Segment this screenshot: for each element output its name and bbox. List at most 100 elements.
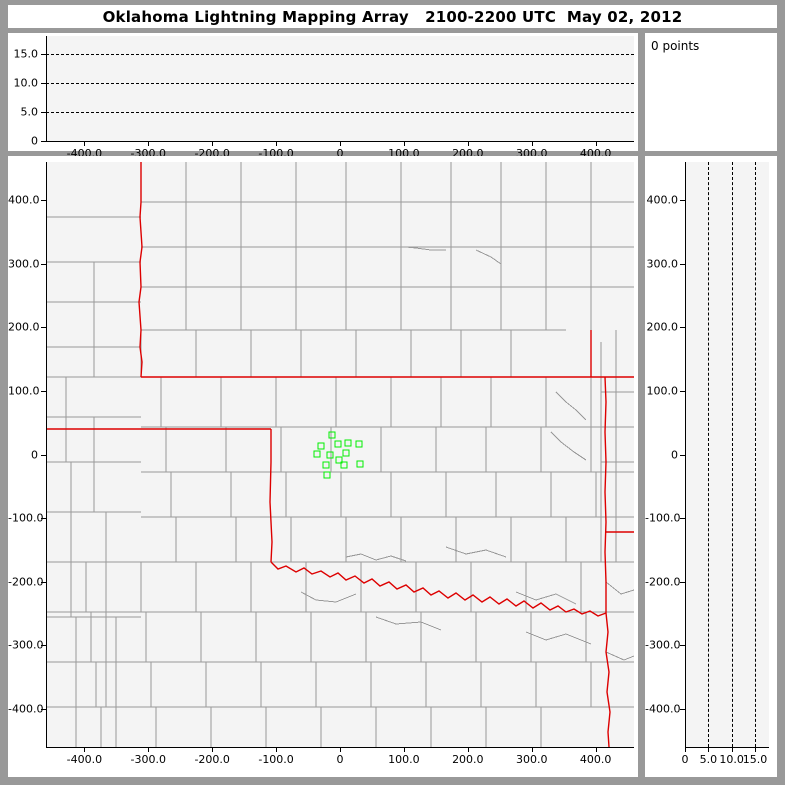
county-boundaries-layer: [46, 162, 634, 747]
map-y-tick-label-0: 400.0: [8, 193, 40, 207]
hist-x-tick-label-0: 0: [681, 753, 689, 766]
y-tick-label-0: 0: [31, 134, 38, 148]
map-x-tick-7: [531, 747, 533, 752]
lightning-source-marker: [356, 460, 364, 468]
lightning-source-marker: [317, 442, 325, 450]
y-tick-0: [41, 141, 46, 142]
time-altitude-panel[interactable]: 0 5.0 10.0 15.0 -400.0 -300.0 -200.0 -100.0 0 100…: [8, 33, 638, 160]
y-tick-label-2: 10.0: [13, 76, 39, 90]
hist-y-tick-2: [680, 327, 685, 329]
lightning-source-marker: [340, 461, 348, 469]
point-count-panel: 0 points: [645, 33, 777, 151]
lightning-source-marker: [342, 449, 350, 457]
map-y-tick-5: [41, 518, 46, 520]
map-y-tick-1: [41, 263, 46, 265]
map-x-tick-3: [276, 747, 278, 752]
hist-gridline-x-1: [731, 162, 733, 747]
lightning-source-marker: [344, 439, 352, 447]
hist-y-axis-line: [685, 162, 686, 747]
map-x-tick-label-5: 100.0: [388, 753, 420, 766]
lightning-source-marker: [322, 461, 330, 469]
hist-y-tick-label-4: 0: [671, 448, 678, 461]
x-tick-5: [403, 141, 405, 146]
hist-y-tick-0: [680, 200, 685, 202]
hist-gridline-x-2: [755, 162, 756, 747]
page-title: Oklahoma Lightning Mapping Array 2100-22…: [102, 7, 683, 26]
lightning-source-marker: [328, 431, 336, 439]
map-y-tick-4: [41, 454, 46, 456]
map-y-tick-label-4: 0: [31, 448, 38, 461]
y-tick-3: [41, 53, 46, 55]
map-y-tick-label-8: -400.0: [8, 702, 44, 716]
map-x-tick-label-8: 400.0: [579, 753, 612, 766]
x-tick-8: [595, 141, 597, 146]
hist-y-tick-6: [680, 581, 685, 583]
hist-y-tick-label-3: 100.0: [646, 384, 679, 398]
plan-view-map-panel[interactable]: 400.0 300.0 200.0 100.0 0 -100.0 -200.0 -300.0 -…: [8, 156, 638, 777]
map-y-tick-label-1: 300.0: [8, 257, 40, 271]
map-x-tick-label-2: -200.0: [194, 753, 230, 766]
hist-y-tick-label-8: -400.0: [645, 702, 681, 716]
map-x-tick-8: [595, 747, 597, 752]
map-x-tick-0: [84, 747, 86, 752]
x-tick-label-4: 0: [336, 147, 344, 160]
hist-x-tick-0: [685, 747, 686, 752]
lightning-source-marker: [326, 451, 334, 458]
y-tick-1: [41, 111, 46, 113]
x-tick-4: [340, 141, 341, 146]
x-tick-3: [276, 141, 278, 146]
map-x-tick-5: [403, 747, 405, 752]
y-tick-label-1: 5.0: [20, 105, 39, 119]
x-tick-6: [467, 141, 469, 146]
altitude-histogram-plot-area[interactable]: [685, 162, 769, 747]
hist-x-tick-1: [708, 747, 710, 752]
map-x-tick-2: [212, 747, 214, 752]
map-y-tick-8: [41, 708, 46, 710]
hist-x-tick-label-2: 10.0: [719, 753, 744, 766]
map-y-tick-7: [41, 645, 46, 647]
hist-y-tick-8: [680, 708, 685, 710]
hist-y-tick-label-1: 300.0: [646, 257, 679, 271]
lightning-source-marker: [323, 471, 331, 479]
hist-y-tick-5: [680, 518, 685, 520]
map-y-tick-label-5: -100.0: [8, 511, 44, 525]
plan-view-plot-area[interactable]: [46, 162, 634, 747]
hist-x-tick-3: [755, 747, 756, 752]
time-altitude-plot-area[interactable]: [46, 36, 634, 141]
map-x-tick-label-0: -400.0: [66, 753, 103, 766]
map-y-tick-label-7: -300.0: [8, 638, 44, 652]
map-x-tick-label-6: 200.0: [452, 753, 484, 766]
hist-y-tick-label-6: -200.0: [645, 575, 681, 589]
x-tick-2: [212, 141, 214, 146]
hist-x-tick-2: [731, 747, 733, 752]
map-x-tick-label-1: -300.0: [130, 753, 166, 766]
map-y-tick-label-2: 200.0: [8, 320, 40, 334]
x-tick-1: [148, 141, 150, 146]
state-boundaries-layer: [46, 162, 634, 747]
lightning-source-marker: [335, 456, 343, 464]
hist-y-tick-7: [680, 645, 685, 647]
map-y-tick-6: [41, 581, 46, 583]
hist-gridline-x-0: [708, 162, 710, 747]
x-tick-0: [84, 141, 86, 146]
gridline-y-1: [46, 82, 634, 84]
map-y-tick-label-6: -200.0: [8, 575, 44, 589]
map-y-tick-2: [41, 327, 46, 329]
title-bar: Oklahoma Lightning Mapping Array 2100-22…: [8, 5, 777, 28]
hist-y-tick-3: [680, 390, 685, 392]
gridline-y-2: [46, 53, 634, 55]
map-y-axis-line: [46, 162, 47, 747]
map-x-tick-label-3: -100.0: [258, 753, 294, 766]
y-tick-label-3: 15.0: [13, 47, 39, 60]
hist-y-tick-label-5: -100.0: [645, 511, 681, 525]
hist-y-tick-label-7: -300.0: [645, 638, 681, 652]
hist-y-tick-4: [680, 454, 685, 456]
altitude-histogram-panel[interactable]: 400.0 300.0 200.0 100.0 0 -100.0 -200.0 -300.0 -…: [645, 156, 777, 777]
map-y-tick-3: [41, 390, 46, 392]
map-x-tick-label-7: 300.0: [515, 753, 548, 766]
hist-y-tick-label-2: 200.0: [646, 320, 679, 334]
point-count-label: 0 points: [651, 39, 700, 53]
hist-x-tick-label-1: 5.0: [699, 753, 718, 766]
lightning-source-marker: [355, 440, 363, 448]
